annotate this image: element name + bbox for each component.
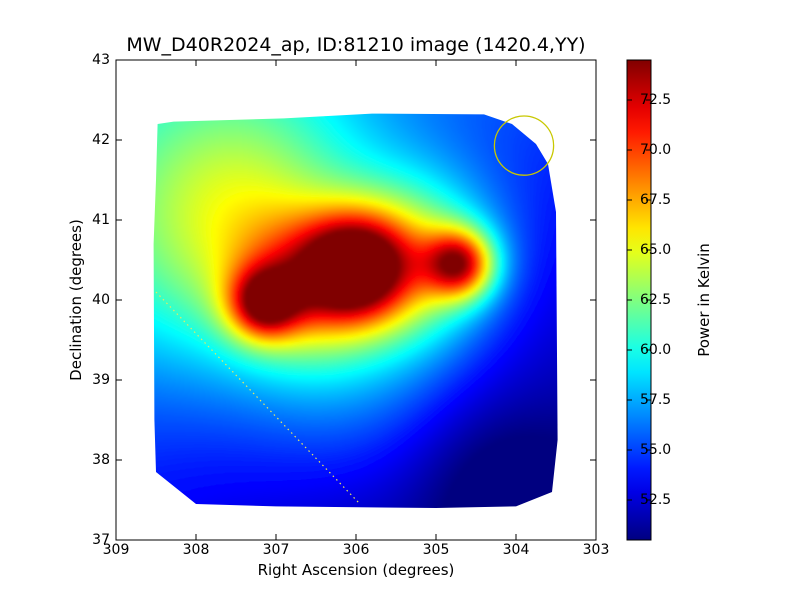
x-tick-label: 307 <box>262 542 290 558</box>
colorbar-tick-label: 62.5 <box>640 292 672 308</box>
y-tick-label: 37 <box>92 532 110 548</box>
chart-title: MW_D40R2024_ap, ID:81210 image (1420.4,Y… <box>126 34 586 56</box>
colorbar-label: Power in Kelvin <box>695 243 713 357</box>
dotted-track-line <box>155 291 361 505</box>
x-tick-label: 306 <box>342 542 370 558</box>
y-axis-ticks <box>116 59 596 541</box>
x-tick-label: 304 <box>502 542 530 558</box>
colorbar-tick-label: 67.5 <box>640 192 672 208</box>
x-tick-label: 303 <box>582 542 610 558</box>
colorbar-tick-label: 70.0 <box>640 142 672 158</box>
colorbar-tick-label: 65.0 <box>640 242 672 258</box>
colorbar-tick-label: 57.5 <box>640 392 672 408</box>
colorbar-ticks <box>627 99 651 501</box>
colorbar-tick-label: 52.5 <box>640 492 672 508</box>
y-axis-label: Declination (degrees) <box>67 219 85 381</box>
annotation-circle <box>493 115 555 176</box>
y-tick-label: 43 <box>92 52 110 68</box>
x-axis-ticks <box>115 60 597 540</box>
x-tick-label: 305 <box>422 542 450 558</box>
y-tick-label: 42 <box>92 132 110 148</box>
colorbar-tick-label: 55.0 <box>640 442 672 458</box>
y-tick-label: 39 <box>92 372 110 388</box>
x-axis-label: Right Ascension (degrees) <box>257 561 455 579</box>
colorbar-tick-label: 60.0 <box>640 342 672 358</box>
y-tick-label: 40 <box>92 292 110 308</box>
colorbar-tick-label: 72.5 <box>640 92 672 108</box>
y-tick-label: 38 <box>92 452 110 468</box>
x-tick-label: 308 <box>182 542 210 558</box>
x-tick-label: 309 <box>102 542 130 558</box>
y-tick-label: 41 <box>92 212 110 228</box>
heatmap-image <box>153 113 558 508</box>
